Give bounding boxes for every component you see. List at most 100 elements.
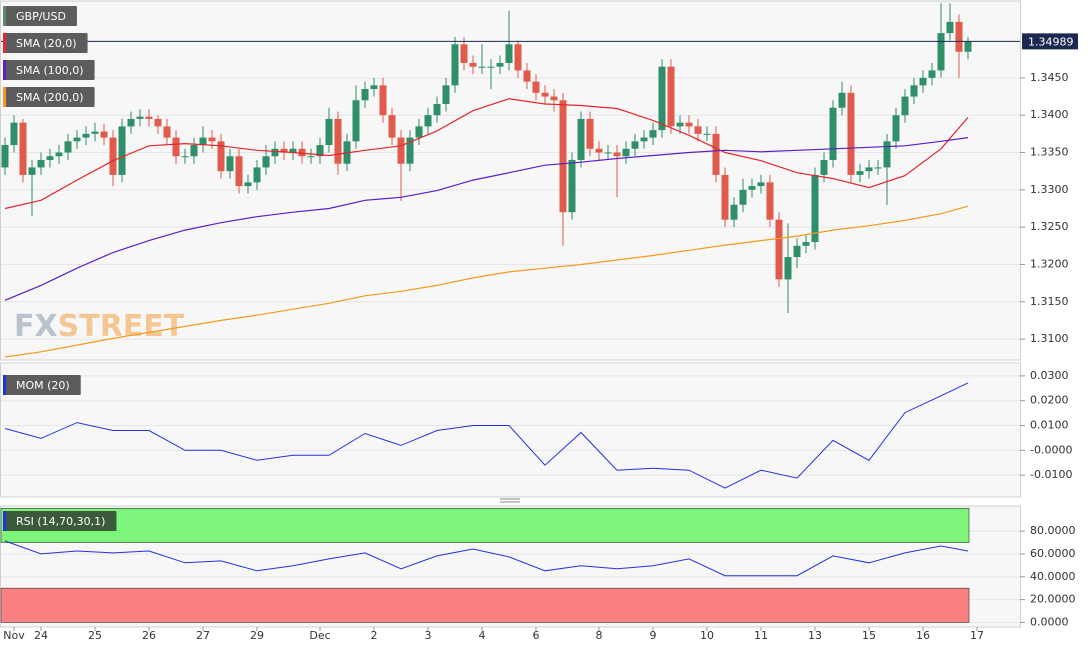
candle-body	[622, 148, 630, 157]
watermark-suffix: STREET	[58, 309, 185, 344]
candle-body	[406, 137, 414, 164]
candle-body	[91, 131, 99, 134]
candle-body	[1, 145, 9, 168]
candle-body	[667, 66, 675, 127]
candle-body	[784, 257, 792, 280]
candle-body	[442, 85, 450, 104]
candle-body	[64, 141, 72, 153]
candle-body	[82, 133, 90, 138]
legend-swatch	[3, 375, 6, 395]
candle-body	[541, 92, 549, 97]
candle-body	[748, 186, 756, 190]
candle-body	[289, 148, 297, 153]
candle-body	[892, 115, 900, 142]
candle-body	[838, 92, 846, 108]
candle-body	[757, 182, 765, 187]
candle-body	[163, 126, 171, 138]
sma-line	[4, 98, 969, 210]
legend-box	[3, 87, 95, 107]
candle-body	[487, 66, 495, 68]
candle-body	[550, 96, 558, 101]
candle-body	[28, 167, 36, 175]
x-tick-label: 10	[700, 629, 714, 642]
candle-body	[433, 103, 441, 116]
candle-body	[910, 85, 918, 97]
y-tick-label: 1.3400	[1030, 108, 1069, 121]
candle-body	[109, 137, 117, 175]
x-tick-label: 8	[596, 629, 603, 642]
legend-swatch	[3, 511, 6, 531]
candle-body	[793, 245, 801, 258]
legend-item: MOM (20)	[3, 375, 81, 395]
candle-body	[955, 21, 963, 52]
candle-body	[874, 167, 882, 169]
legend-box	[3, 6, 77, 26]
legend-box	[3, 375, 81, 395]
x-tick-label: 2	[371, 629, 378, 642]
candle-body	[694, 126, 702, 134]
legend-label: SMA (100,0)	[16, 64, 84, 77]
y-tick-label: 20.0000	[1030, 593, 1076, 606]
candle-body	[145, 116, 153, 119]
candle-body	[424, 115, 432, 127]
candle-body	[730, 204, 738, 220]
candle-body	[532, 81, 540, 93]
y-tick-label: 1.3200	[1030, 257, 1069, 270]
x-tick-label: 17	[970, 629, 984, 642]
candle-body	[775, 219, 783, 280]
candle-body	[217, 141, 225, 172]
candle-body	[334, 118, 342, 164]
candle-body	[118, 126, 126, 175]
candle-body	[235, 156, 243, 187]
x-tick-label: 6	[533, 629, 540, 642]
x-tick-label: Dec	[309, 629, 330, 642]
candle-body	[865, 167, 873, 172]
candle-body	[271, 148, 279, 157]
candle-body	[190, 145, 198, 157]
candle-body	[136, 116, 144, 119]
candle-body	[280, 148, 288, 153]
candle-body	[559, 100, 567, 213]
y-tick-label: 1.3450	[1030, 71, 1069, 84]
candle-body	[37, 159, 45, 168]
candle-body	[820, 159, 828, 175]
y-tick-label: -0.0100	[1030, 468, 1072, 481]
legend-swatch	[3, 60, 6, 80]
candle-body	[100, 131, 108, 138]
candle-body	[901, 96, 909, 116]
legend-box	[3, 511, 117, 531]
candle-body	[721, 174, 729, 220]
candle-body	[883, 141, 891, 168]
legend-item: SMA (100,0)	[3, 60, 95, 80]
candle-body	[919, 77, 927, 86]
candle-body	[739, 189, 747, 205]
y-tick-label: 1.3150	[1030, 295, 1069, 308]
candle-body	[73, 137, 81, 142]
candle-body	[568, 159, 576, 213]
candle-body	[199, 137, 207, 146]
candle-body	[766, 182, 774, 220]
candle-body	[262, 156, 270, 168]
legend-swatch	[3, 87, 6, 107]
candle-body	[595, 148, 603, 153]
x-tick-label: 25	[88, 629, 102, 642]
candle-body	[172, 137, 180, 157]
y-tick-label: 40.0000	[1030, 570, 1076, 583]
candle-body	[613, 152, 621, 157]
legend-box	[3, 60, 95, 80]
candle-body	[577, 118, 585, 160]
candle-body	[388, 115, 396, 138]
candle-body	[712, 133, 720, 175]
rsi-band	[0, 507, 970, 543]
y-tick-label: 0.0100	[1030, 419, 1069, 432]
legend-item: SMA (20,0)	[3, 33, 88, 53]
candle-body	[631, 141, 639, 149]
x-tick-label: 16	[916, 629, 930, 642]
candle-body	[19, 122, 27, 175]
y-tick-label: 1.3100	[1030, 332, 1069, 345]
candle-body	[505, 44, 513, 63]
candle-body	[937, 33, 945, 71]
legend-label: GBP/USD	[16, 10, 66, 23]
x-tick-label: 4	[479, 629, 486, 642]
legend-label: SMA (200,0)	[16, 91, 84, 104]
